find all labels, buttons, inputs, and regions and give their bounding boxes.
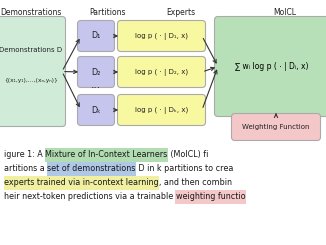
FancyBboxPatch shape bbox=[215, 16, 326, 117]
FancyBboxPatch shape bbox=[78, 57, 114, 87]
Text: igure 1: A: igure 1: A bbox=[4, 150, 45, 159]
Bar bbox=[175, 189, 246, 204]
Text: Weighting Function: Weighting Function bbox=[242, 124, 310, 130]
Text: , and then combin: , and then combin bbox=[159, 178, 232, 187]
Text: (MoICL) fi: (MoICL) fi bbox=[168, 150, 208, 159]
Text: MoICL: MoICL bbox=[274, 8, 297, 17]
Text: set of demonstrations: set of demonstrations bbox=[47, 164, 136, 173]
Text: D in k partitions to crea: D in k partitions to crea bbox=[136, 164, 233, 173]
Text: Dₖ: Dₖ bbox=[91, 106, 101, 114]
FancyBboxPatch shape bbox=[231, 113, 320, 140]
Text: ...: ... bbox=[91, 80, 101, 90]
Text: {(x₁,y₁),…,(xₙ,yₙ)}: {(x₁,y₁),…,(xₙ,yₙ)} bbox=[4, 77, 58, 83]
Text: Experts: Experts bbox=[167, 8, 196, 17]
Text: Demonstrations: Demonstrations bbox=[0, 8, 62, 17]
Text: log p ( ⋅ | Dₖ, x): log p ( ⋅ | Dₖ, x) bbox=[135, 107, 188, 113]
Text: D₂: D₂ bbox=[91, 68, 101, 76]
Bar bbox=[47, 161, 136, 175]
FancyBboxPatch shape bbox=[117, 95, 205, 125]
Bar bbox=[4, 175, 159, 189]
FancyBboxPatch shape bbox=[78, 95, 114, 125]
FancyBboxPatch shape bbox=[117, 57, 205, 87]
Bar bbox=[45, 147, 168, 161]
Text: artitions a: artitions a bbox=[4, 164, 47, 173]
Text: D₁: D₁ bbox=[91, 32, 101, 40]
Text: Mixture of In-Context Learners: Mixture of In-Context Learners bbox=[45, 150, 168, 159]
Text: log p ( ⋅ | D₁, x): log p ( ⋅ | D₁, x) bbox=[135, 33, 188, 39]
Text: Demonstrations D: Demonstrations D bbox=[0, 47, 63, 53]
Text: ∑ wᵢ log p ( ⋅ | Dᵢ, x): ∑ wᵢ log p ( ⋅ | Dᵢ, x) bbox=[235, 62, 309, 71]
Text: heir next-token predictions via a trainable: heir next-token predictions via a traina… bbox=[4, 192, 176, 201]
Text: Partitions: Partitions bbox=[89, 8, 125, 17]
Text: weighting functio: weighting functio bbox=[176, 192, 245, 201]
Text: experts trained via in-context learning: experts trained via in-context learning bbox=[4, 178, 159, 187]
FancyBboxPatch shape bbox=[117, 21, 205, 51]
Text: log p ( ⋅ | D₂, x): log p ( ⋅ | D₂, x) bbox=[135, 69, 188, 75]
FancyBboxPatch shape bbox=[0, 16, 66, 126]
FancyBboxPatch shape bbox=[78, 21, 114, 51]
